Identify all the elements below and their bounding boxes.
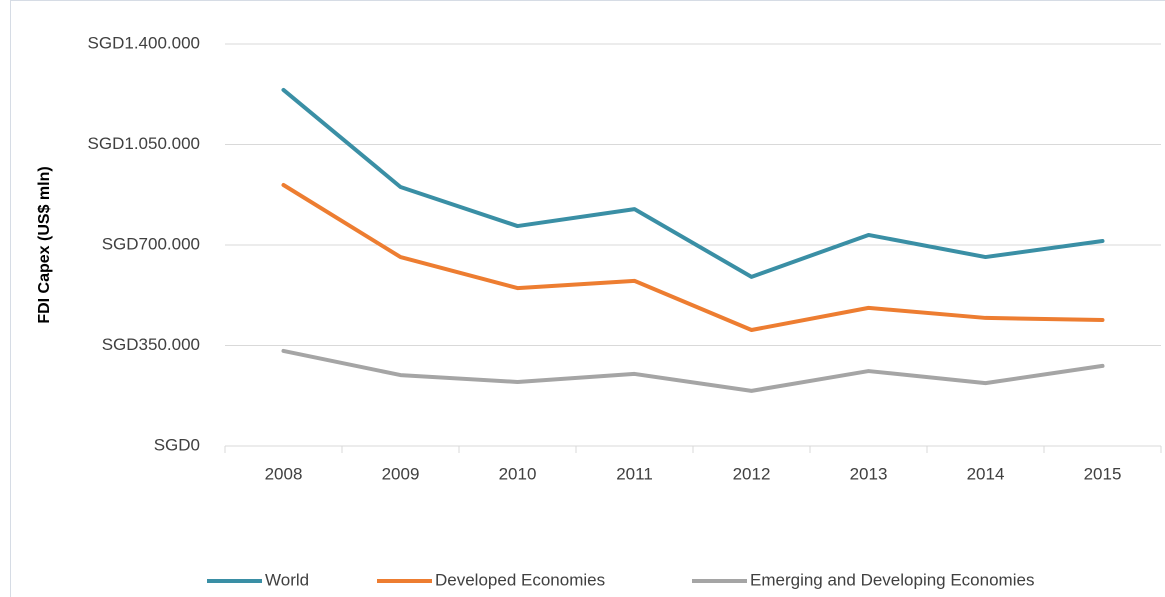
x-tick-label: 2010: [499, 464, 537, 483]
y-tick-label: SGD700.000: [102, 234, 200, 253]
y-axis-title: FDI Capex (US$ mln): [36, 166, 53, 323]
x-tick-label: 2012: [733, 464, 771, 483]
y-tick-label: SGD0: [154, 435, 200, 454]
x-tick-label: 2015: [1084, 464, 1122, 483]
legend-label: Emerging and Developing Economies: [750, 570, 1034, 589]
x-tick-label: 2014: [967, 464, 1005, 483]
x-tick-label: 2013: [850, 464, 888, 483]
x-tick-label: 2009: [382, 464, 420, 483]
y-tick-label: SGD350.000: [102, 335, 200, 354]
series-line: [281, 348, 1105, 393]
x-tick-label: 2008: [265, 464, 303, 483]
y-tick-label: SGD1.400.000: [88, 33, 200, 52]
x-tick-label: 2011: [616, 464, 653, 483]
legend-label: World: [265, 570, 309, 589]
legend-label: Developed Economies: [435, 570, 605, 589]
y-tick-label: SGD1.050.000: [88, 134, 200, 153]
series-line: [281, 87, 1105, 279]
chart-border: [10, 0, 1165, 597]
series-line: [281, 182, 1105, 332]
